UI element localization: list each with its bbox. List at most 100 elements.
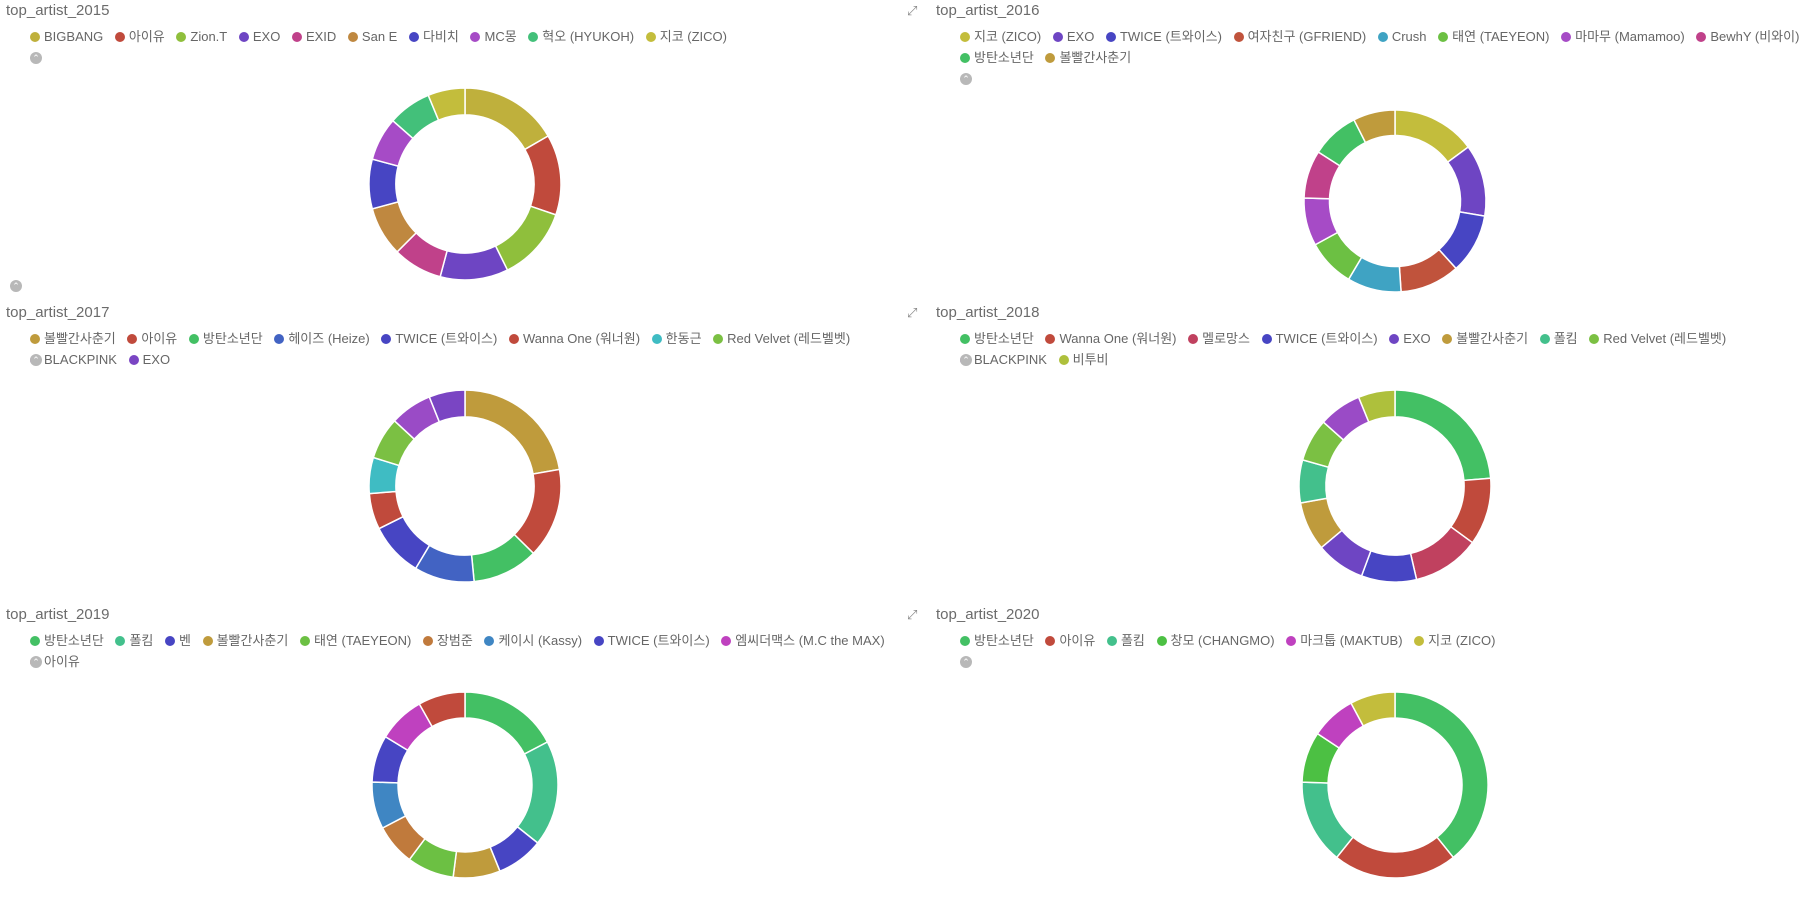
legend-item[interactable]: 지코 (ZICO)	[960, 26, 1041, 47]
legend-item[interactable]: 볼빨간사춘기	[1045, 47, 1131, 68]
legend-item[interactable]: 지코 (ZICO)	[645, 26, 727, 47]
expand-icon[interactable]: ⤢	[907, 607, 918, 622]
collapse-legend-icon[interactable]: ⌃	[960, 656, 972, 668]
donut-slice-0[interactable]	[464, 389, 561, 475]
legend-label: EXO	[1066, 29, 1095, 44]
legend-item[interactable]: 폴킴	[1106, 630, 1145, 651]
legend-item[interactable]: 볼빨간사춘기	[202, 630, 288, 651]
donut-slice-9[interactable]	[418, 691, 466, 728]
legend-item[interactable]: TWICE (트와이스)	[1261, 328, 1378, 349]
legend-item[interactable]: 헤이즈 (Heize)	[274, 328, 370, 349]
donut-slice-0[interactable]	[464, 691, 549, 756]
collapse-legend-icon[interactable]: ⌃	[30, 354, 42, 366]
legend-item[interactable]: BewhY (비와이)	[1696, 26, 1799, 47]
legend-item[interactable]: 한동근	[651, 328, 702, 349]
donut-slice-2[interactable]	[494, 205, 557, 272]
legend-item[interactable]: Zion.T	[176, 26, 227, 47]
legend-item[interactable]: 폴킴	[115, 630, 153, 651]
legend-item[interactable]: Wanna One (워너원)	[508, 328, 640, 349]
donut-slice-0[interactable]	[1394, 691, 1489, 859]
legend-item[interactable]: EXID	[291, 26, 336, 47]
legend-item[interactable]: 아이유	[1045, 630, 1095, 651]
legend-item[interactable]: Red Velvet (레드벨벳)	[1589, 328, 1726, 349]
donut-slice-2[interactable]	[1301, 781, 1355, 859]
expand-icon[interactable]: ⤢	[907, 305, 918, 320]
legend-item[interactable]: Wanna One (워너원)	[1045, 328, 1176, 349]
legend-item[interactable]: TWICE (트와이스)	[1105, 26, 1222, 47]
collapse-legend-icon[interactable]: ⌃	[30, 52, 42, 64]
chart-panel-2016: ⤢ top_artist_2016 지코 (ZICO) EXO TWICE (트…	[907, 0, 1808, 300]
legend-item[interactable]: 벤	[164, 630, 191, 651]
legend-item[interactable]: 방탄소년단	[188, 328, 263, 349]
legend-item[interactable]: 케이시 (Kassy)	[484, 630, 582, 651]
legend-item[interactable]: TWICE (트와이스)	[593, 630, 710, 651]
legend-item[interactable]: San E	[347, 26, 397, 47]
donut-slice-9[interactable]	[428, 389, 466, 423]
collapse-legend-icon[interactable]: ⌃	[960, 354, 972, 366]
legend-item[interactable]: Red Velvet (레드벨벳)	[713, 328, 850, 349]
legend-label: 여자친구 (GFRIEND)	[1247, 29, 1367, 44]
legend-item[interactable]: EXO	[1389, 328, 1431, 349]
donut-slice-0[interactable]	[1394, 389, 1492, 482]
legend-item[interactable]: 아이유	[114, 26, 165, 47]
legend-item[interactable]: 멜로망스	[1188, 328, 1250, 349]
collapse-legend-icon[interactable]: ⌃	[10, 280, 22, 292]
legend-item[interactable]: 엠씨더맥스 (M.C the MAX)	[721, 630, 885, 651]
legend-item[interactable]: 폴킴	[1539, 328, 1578, 349]
legend-item[interactable]: 볼빨간사춘기	[30, 328, 116, 349]
legend-dot-icon	[1045, 334, 1056, 344]
legend-item[interactable]: Crush	[1377, 26, 1427, 47]
donut-slice-1[interactable]	[516, 740, 559, 845]
legend-item[interactable]: 아이유	[127, 328, 177, 349]
donut-slice-0[interactable]	[464, 87, 550, 151]
legend-item[interactable]: EXO	[128, 349, 170, 370]
legend-item[interactable]: 방탄소년단	[960, 328, 1034, 349]
legend-label: Red Velvet (레드벨벳)	[1603, 331, 1727, 346]
expand-icon[interactable]: ⤢	[907, 3, 918, 18]
legend-item[interactable]: BLACKPINK	[30, 349, 117, 370]
legend-label: Zion.T	[190, 29, 228, 44]
legend-item[interactable]: 태연 (TAEYEON)	[1438, 26, 1550, 47]
legend-item[interactable]: 볼빨간사춘기	[1442, 328, 1528, 349]
donut-slice-1[interactable]	[1335, 836, 1455, 879]
legend-item[interactable]: 혁오 (HYUKOH)	[528, 26, 634, 47]
legend-item[interactable]: 장범준	[422, 630, 473, 651]
collapse-legend-icon[interactable]: ⌃	[30, 656, 42, 668]
legend-item[interactable]: 마마무 (Mamamoo)	[1561, 26, 1685, 47]
legend-label: TWICE (트와이스)	[607, 633, 710, 648]
legend-item[interactable]: 창모 (CHANGMO)	[1156, 630, 1275, 651]
legend-label: 비투비	[1072, 352, 1109, 367]
legend-item[interactable]: 태연 (TAEYEON)	[299, 630, 411, 651]
legend-dot-icon	[115, 636, 126, 646]
legend-item[interactable]: TWICE (트와이스)	[381, 328, 497, 349]
legend-label: 폴킴	[1120, 633, 1145, 648]
legend-item[interactable]: BIGBANG	[30, 26, 103, 47]
donut-slice-1[interactable]	[1446, 145, 1487, 218]
legend-item[interactable]: 방탄소년단	[960, 630, 1034, 651]
donut-slice-9[interactable]	[1357, 389, 1396, 424]
legend-dot-icon	[528, 32, 539, 42]
legend-item[interactable]: EXO	[238, 26, 280, 47]
legend-item[interactable]: BLACKPINK	[960, 349, 1047, 370]
legend-label: 볼빨간사춘기	[1456, 331, 1529, 346]
legend-item[interactable]: 마크툽 (MAKTUB)	[1286, 630, 1403, 651]
legend-item[interactable]: 방탄소년단	[960, 47, 1034, 68]
donut-slice-9[interactable]	[1352, 109, 1396, 144]
donut-slice-1[interactable]	[523, 134, 562, 216]
legend-label: TWICE (트와이스)	[395, 331, 498, 346]
legend-item[interactable]: 비투비	[1058, 349, 1109, 370]
donut-slice-9[interactable]	[427, 87, 466, 122]
legend-label: 폴킴	[129, 633, 154, 648]
donut-slice-3[interactable]	[439, 244, 509, 281]
legend-item[interactable]: EXO	[1052, 26, 1095, 47]
chart-panel-2015: top_artist_2015 BIGBANG 아이유 Zion.T EXO E…	[0, 0, 904, 300]
legend-item[interactable]: 방탄소년단	[30, 630, 104, 651]
legend-item[interactable]: MC몽	[470, 26, 517, 47]
collapse-legend-icon[interactable]: ⌃	[960, 73, 972, 85]
legend-item[interactable]: 다비치	[408, 26, 459, 47]
legend-item[interactable]: 여자친구 (GFRIEND)	[1233, 26, 1367, 47]
donut-slice-5[interactable]	[1349, 691, 1396, 728]
legend-item[interactable]: 지코 (ZICO)	[1414, 630, 1495, 651]
donut-slice-6[interactable]	[368, 158, 400, 210]
legend-label: 지코 (ZICO)	[1428, 633, 1496, 648]
